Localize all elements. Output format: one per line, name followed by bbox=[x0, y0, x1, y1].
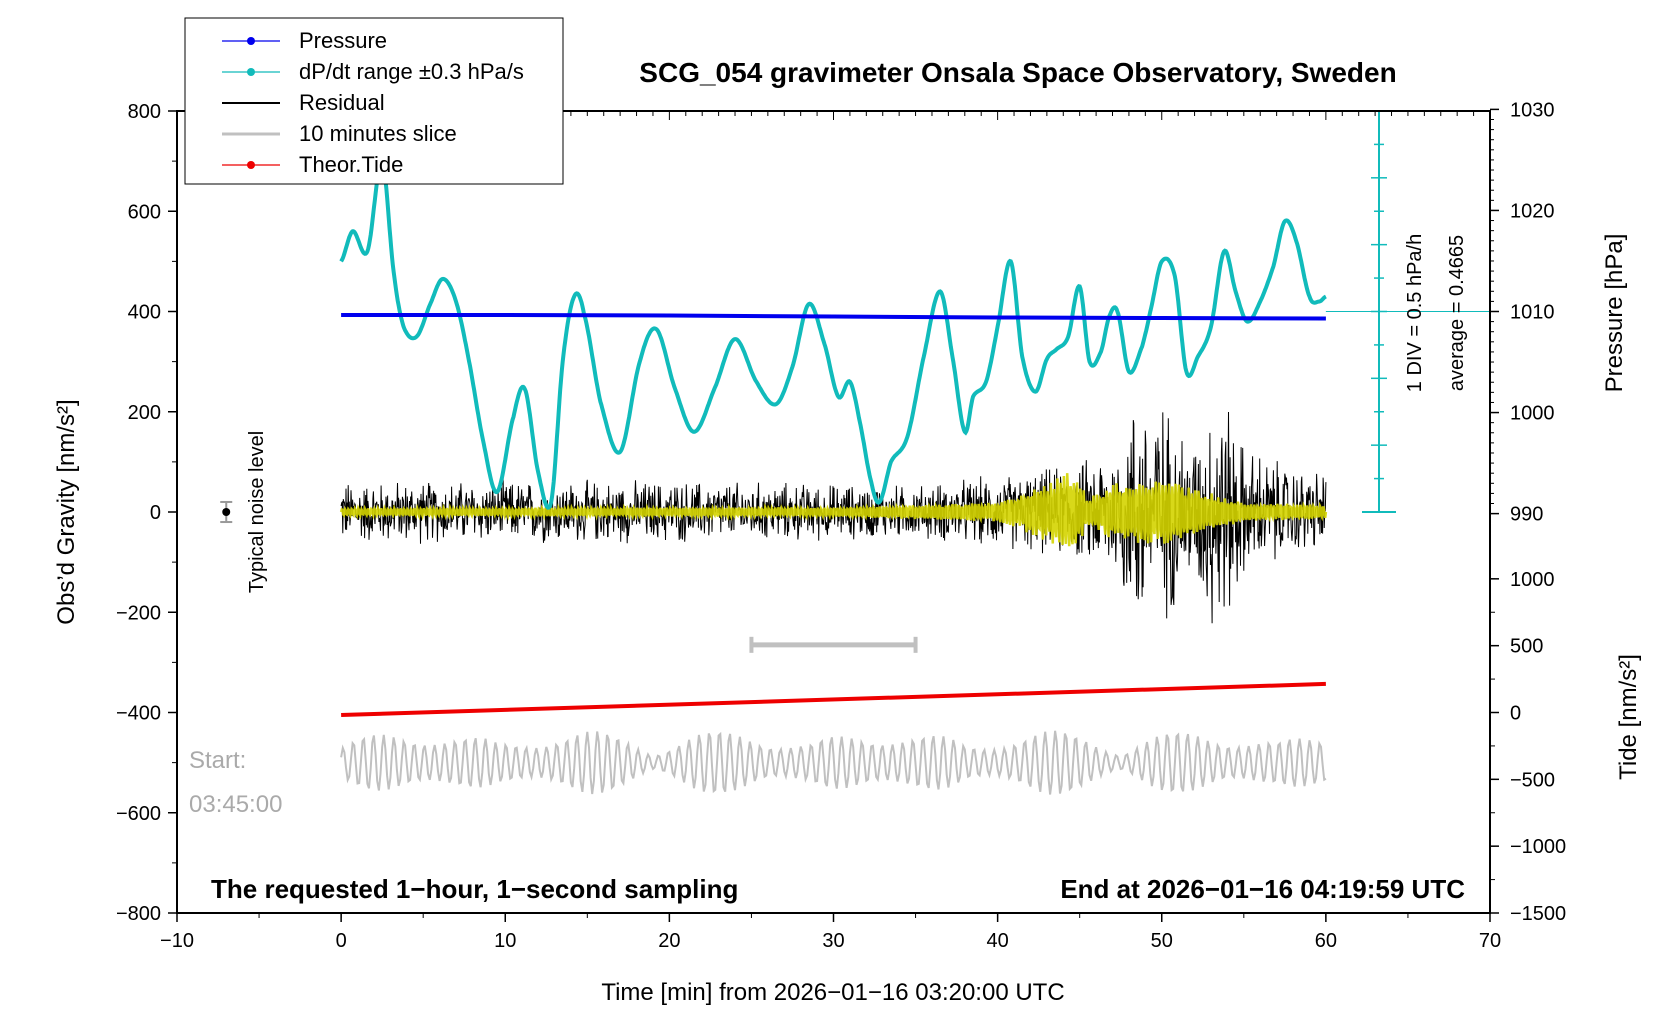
legend-label: dP/dt range ±0.3 hPa/s bbox=[299, 59, 524, 84]
pressure-tick-label: 990 bbox=[1510, 504, 1543, 526]
x-tick-label: 0 bbox=[336, 930, 347, 952]
y-tick-label: −400 bbox=[116, 703, 161, 725]
y-axis-label-pressure: Pressure [hPa] bbox=[1601, 234, 1628, 393]
x-tick-label: 60 bbox=[1315, 930, 1337, 952]
chart-title: SCG_054 gravimeter Onsala Space Observat… bbox=[639, 57, 1396, 88]
pressure-tick-label: 1010 bbox=[1510, 302, 1555, 324]
x-tick-label: 50 bbox=[1151, 930, 1173, 952]
slice-line bbox=[340, 730, 1327, 795]
x-tick-label: −10 bbox=[160, 930, 194, 952]
dpdt-scale-label: 1 DIV = 0.5 hPa/h bbox=[1404, 234, 1426, 392]
pressure-tick-label: 1030 bbox=[1510, 99, 1555, 121]
footer-right: End at 2026−01−16 04:19:59 UTC bbox=[1060, 874, 1465, 904]
dpdt-line bbox=[339, 158, 1327, 510]
pressure-tick-label: 1000 bbox=[1510, 403, 1555, 425]
pressure-line bbox=[341, 313, 1326, 321]
tide-line bbox=[341, 681, 1326, 718]
noise-level-label: Typical noise level bbox=[246, 431, 268, 593]
legend-marker bbox=[247, 68, 255, 76]
tide-tick-label: −500 bbox=[1510, 769, 1555, 791]
y-tick-label: −600 bbox=[116, 803, 161, 825]
legend-label: 10 minutes slice bbox=[299, 121, 457, 146]
x-tick-label: 10 bbox=[494, 930, 516, 952]
legend: Pressure dP/dt range ±0.3 hPa/s Residual 10… bbox=[184, 17, 564, 185]
tide-tick-label: 500 bbox=[1510, 636, 1543, 658]
y-tick-label: 400 bbox=[128, 302, 161, 324]
tide-tick-label: −1000 bbox=[1510, 836, 1566, 858]
plot-layer bbox=[220, 111, 1490, 795]
tide-tick-label: 0 bbox=[1510, 703, 1521, 725]
legend-label: Residual bbox=[299, 90, 385, 115]
axis-ticks: −10 0 10 20 30 40 50 60 70−800−600−400−200020040… bbox=[116, 99, 1566, 952]
start-time: 03:45:00 bbox=[189, 791, 282, 818]
legend-marker bbox=[247, 161, 255, 169]
tide-tick-label: −1500 bbox=[1510, 903, 1566, 925]
x-tick-label: 70 bbox=[1479, 930, 1501, 952]
x-tick-label: 40 bbox=[987, 930, 1009, 952]
y-axis-label-gravity: Obs’d Gravity [nm/s²] bbox=[53, 399, 80, 624]
filtered-line bbox=[339, 473, 1328, 547]
tide-tick-label: 1000 bbox=[1510, 569, 1555, 591]
y-tick-label: 600 bbox=[128, 201, 161, 223]
x-tick-label: 20 bbox=[658, 930, 680, 952]
noise-point bbox=[222, 508, 231, 516]
start-label: Start: bbox=[189, 747, 246, 774]
x-tick-label: 30 bbox=[822, 930, 844, 952]
pressure-tick-label: 1020 bbox=[1510, 200, 1555, 222]
y-axis-label-tide: Tide [nm/s²] bbox=[1615, 654, 1642, 780]
dpdt-average-label: average = 0.4665 bbox=[1446, 235, 1468, 391]
legend-label: Pressure bbox=[299, 28, 387, 53]
y-tick-label: −800 bbox=[116, 903, 161, 925]
y-tick-label: 800 bbox=[128, 101, 161, 123]
y-tick-label: 0 bbox=[150, 502, 161, 524]
y-tick-label: −200 bbox=[116, 602, 161, 624]
legend-marker bbox=[247, 37, 255, 45]
legend-label: Theor.Tide bbox=[299, 152, 403, 177]
x-axis-label: Time [min] from 2026−01−16 03:20:00 UTC bbox=[601, 979, 1064, 1006]
y-tick-label: 200 bbox=[128, 402, 161, 424]
footer-left: The requested 1−hour, 1−second sampling bbox=[211, 874, 738, 904]
